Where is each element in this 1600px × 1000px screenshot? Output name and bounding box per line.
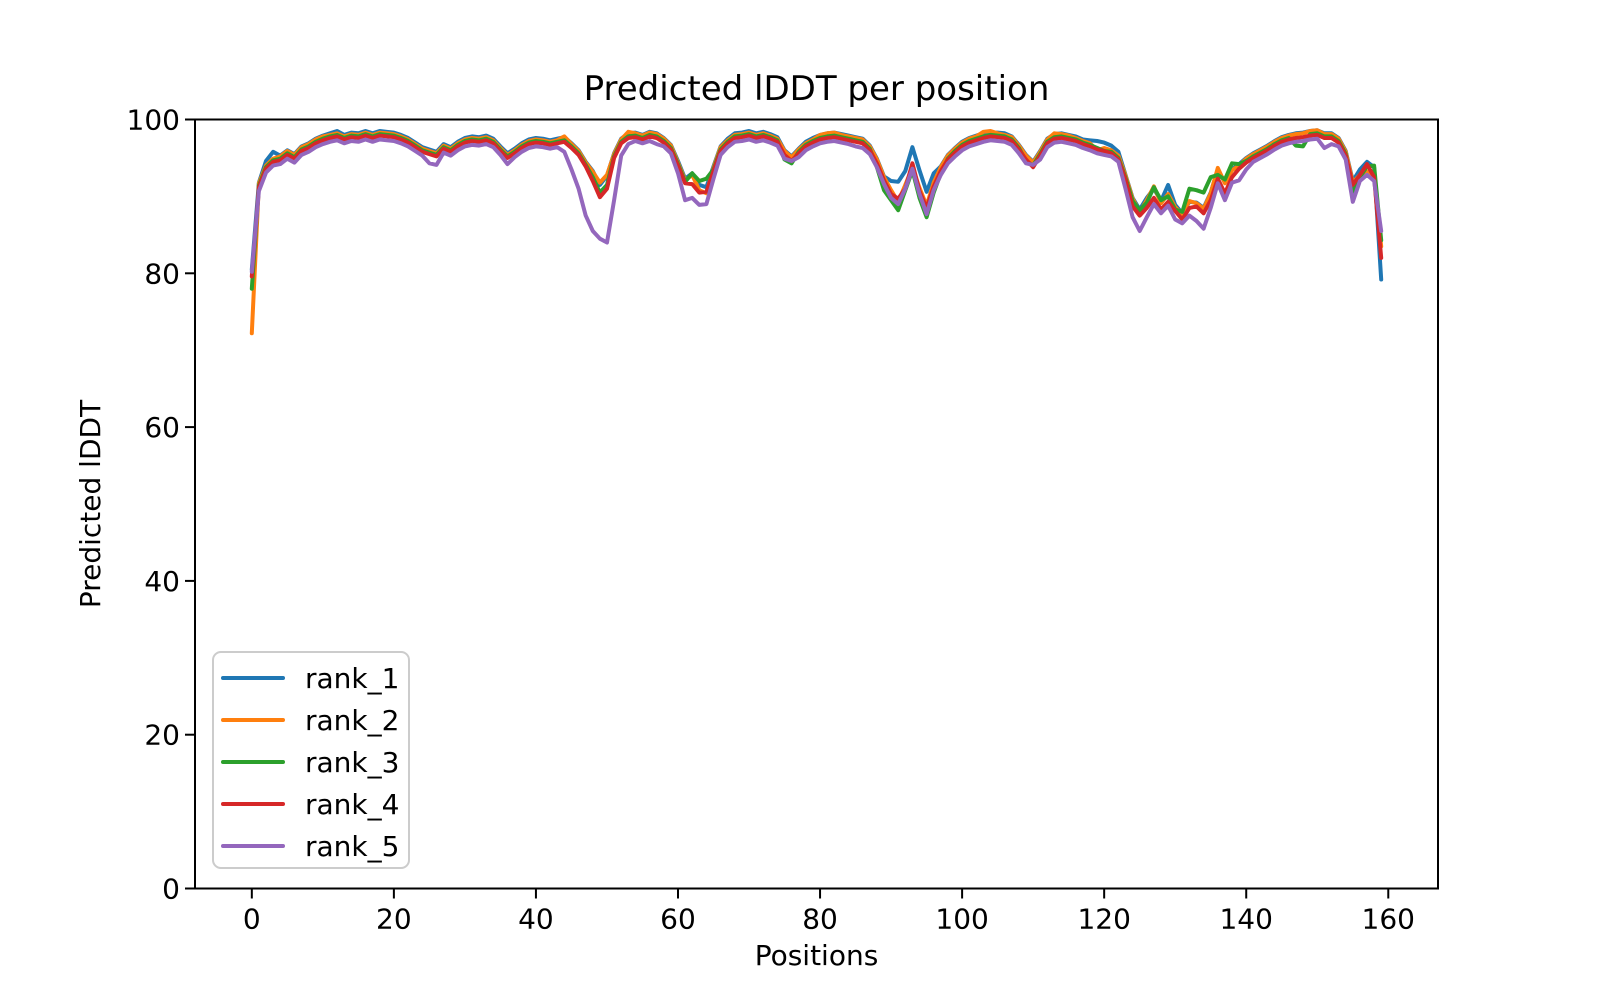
- legend-label-rank_2: rank_2: [305, 704, 399, 737]
- legend-entries: rank_1 rank_2 rank_3 rank_4 rank_5: [221, 662, 399, 863]
- x-tick-label: 100: [935, 903, 988, 936]
- series-line-rank_4: [249, 132, 1384, 279]
- x-axis-label: Positions: [755, 939, 879, 972]
- x-tick-label: 40: [518, 903, 554, 936]
- x-tick-label: 0: [243, 903, 261, 936]
- x-tick-label: 60: [660, 903, 696, 936]
- y-tick-label: 60: [144, 411, 180, 444]
- series-line-rank_2: [249, 128, 1384, 336]
- x-tick-label: 20: [376, 903, 412, 936]
- x-tick-label: 120: [1077, 903, 1130, 936]
- axis-ticks-group: 0 20 40 60 80 100 120 140 160 0 20 40 60 80 100: [127, 104, 1415, 936]
- y-axis-label: Predicted lDDT: [74, 399, 107, 608]
- y-tick-label: 20: [144, 719, 180, 752]
- legend-frame: [212, 651, 410, 869]
- series-group: [249, 128, 1384, 336]
- y-tick-label: 100: [127, 104, 180, 137]
- plot-area: [194, 118, 1439, 890]
- x-tick-label: 140: [1219, 903, 1272, 936]
- legend-label-rank_3: rank_3: [305, 746, 399, 779]
- legend-label-rank_4: rank_4: [305, 788, 399, 821]
- x-tick-label: 80: [802, 903, 838, 936]
- chart-title: Predicted lDDT per position: [584, 69, 1050, 109]
- legend-label-rank_1: rank_1: [305, 662, 399, 695]
- y-tick-label: 40: [144, 565, 180, 598]
- x-tick-label: 160: [1362, 903, 1415, 936]
- legend-label-rank_5: rank_5: [305, 830, 399, 863]
- legend: rank_1 rank_2 rank_3 rank_4 rank_5: [212, 651, 410, 869]
- series-line-rank_5: [249, 136, 1384, 274]
- y-tick-label: 0: [162, 873, 180, 906]
- y-tick-label: 80: [144, 257, 180, 290]
